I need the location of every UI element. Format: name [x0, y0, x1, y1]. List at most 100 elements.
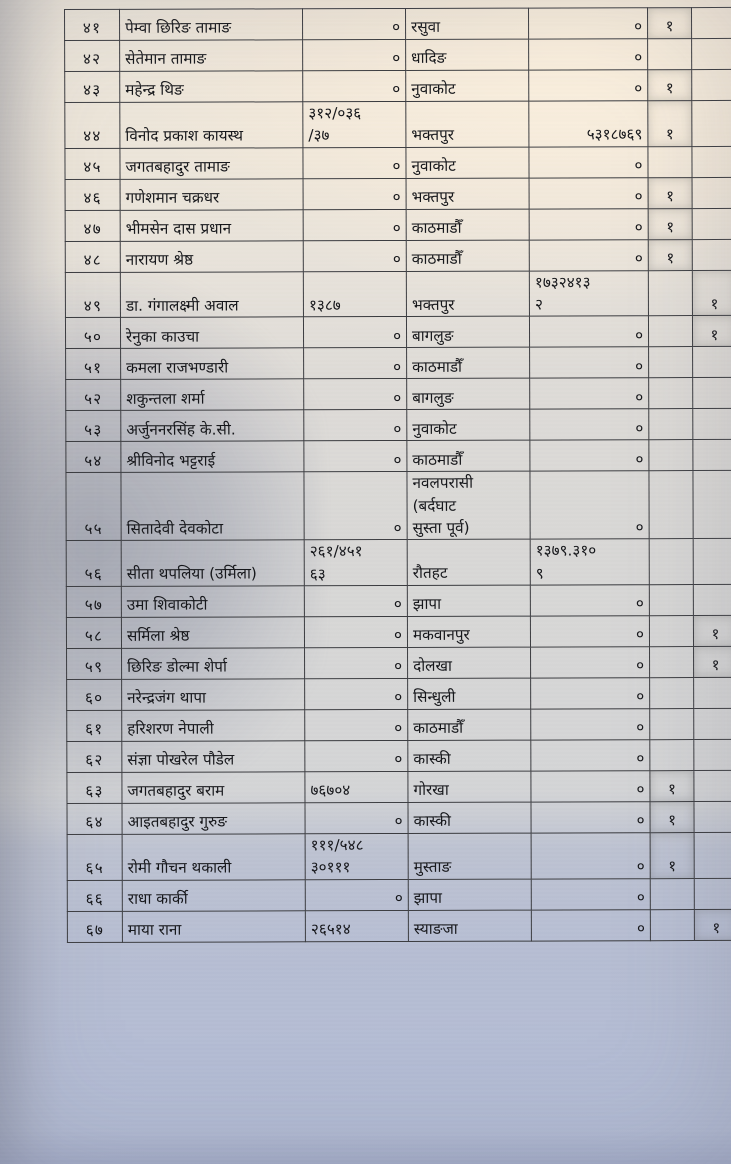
cell-tally-1	[648, 408, 693, 441]
cell-amount-secondary: ०	[528, 38, 648, 71]
table-row: ५५ सितादेवी देवकोटा ० नवलपरासी (बर्दघाट सुस्त…	[65, 470, 731, 541]
cell-amount-primary: ३१२/०३६/३७	[302, 101, 406, 148]
cell-tally-2: १	[694, 909, 731, 941]
cell-tally-1: १	[647, 7, 692, 39]
cell-serial-number: ६४	[66, 803, 123, 835]
cell-person-name: भीमसेन दास प्रधान	[120, 209, 304, 242]
cell-person-name: महेन्द्र थिङ	[119, 70, 303, 103]
table-row: ६७ माया राना २६५१४ स्याङजा ० १	[67, 909, 731, 943]
cell-amount-secondary: ०	[529, 316, 649, 348]
cell-amount-primary: ०	[304, 647, 408, 679]
cell-amount-primary: ७६७०४	[304, 771, 408, 803]
cell-person-name: गणेशमान चक्रधर	[120, 178, 304, 211]
cell-serial-number: ४४	[64, 102, 120, 149]
cell-person-name: छिरिङ डोल्मा शेर्पा	[121, 647, 305, 680]
cell-amount-secondary: ०	[528, 69, 648, 102]
cell-amount-secondary: ०	[528, 146, 649, 178]
table-row: ५१ कमला राजभण्डारी ० काठमाडौँ ०	[65, 346, 731, 380]
cell-district: मुस्ताङ	[408, 833, 532, 880]
table-row: ६३ जगतबहादुर बराम ७६७०४ गोरखा ० १	[66, 770, 731, 804]
cell-amount-primary: ०	[303, 178, 407, 210]
cell-district: बागलुङ	[406, 316, 530, 348]
cell-district: नुवाकोट	[406, 409, 530, 441]
cell-amount-primary: ०	[303, 209, 407, 241]
cell-tally-1: १	[648, 208, 693, 240]
cell-person-name: हरिशरण नेपाली	[121, 709, 305, 742]
register-table-body: ४१ पेम्वा छिरिङ तामाङ ० रसुवा ० १ ४२ सेतेमान ता…	[64, 7, 731, 943]
cell-amount-primary: ०	[302, 39, 406, 71]
table-row: ४७ भीमसेन दास प्रधान ० काठमाडौँ ० १	[65, 208, 731, 242]
cell-amount-secondary: ५३१८७६९	[528, 100, 648, 147]
cell-district: गोरखा	[407, 771, 531, 803]
cell-tally-1	[647, 146, 693, 178]
cell-amount-secondary: ०	[529, 347, 649, 379]
cell-tally-2	[692, 208, 731, 240]
cell-amount-secondary: ०	[530, 739, 650, 772]
cell-serial-number: ४५	[64, 148, 121, 180]
cell-person-name: रोमी गौचन थकाली	[122, 833, 306, 880]
cell-tally-2	[693, 677, 731, 709]
cell-amount-primary: ०	[304, 802, 409, 834]
cell-tally-1: १	[648, 239, 693, 271]
table-row: ६५ रोमी गौचन थकाली १११/५४८ ३०१११ मुस्ताङ ० १	[67, 832, 731, 881]
table-row: ४२ सेतेमान तामाङ ० धादिङ ०	[64, 38, 731, 72]
cell-serial-number: ५६	[66, 540, 122, 587]
table-row: ६० नरेन्द्रजंग थापा ० सिन्धुली ०	[66, 677, 731, 711]
cell-district: काठमाडौँ	[406, 440, 530, 472]
cell-serial-number: ५७	[66, 586, 122, 618]
cell-serial-number: ४६	[65, 179, 121, 211]
table-row: ५७ उमा शिवाकोटी ० झापा ०	[66, 584, 731, 618]
cell-district: रौतहट	[407, 539, 531, 586]
cell-person-name: माया राना	[122, 910, 306, 942]
table-row: ४९ डा. गंगालक्ष्मी अवाल १३८७ भक्तपुर १७३२४१३…	[65, 270, 731, 318]
cell-person-name: उमा शिवाकोटी	[121, 585, 305, 618]
cell-amount-primary: ०	[302, 70, 406, 102]
cell-tally-1: १	[649, 770, 694, 802]
cell-amount-primary: ०	[304, 678, 408, 710]
cell-amount-secondary: ०	[529, 471, 650, 540]
cell-tally-2	[691, 69, 731, 101]
cell-tally-2	[694, 832, 731, 879]
cell-tally-1	[649, 538, 694, 585]
cell-serial-number: ६६	[67, 879, 123, 912]
cell-tally-2	[694, 878, 731, 910]
cell-tally-2	[692, 239, 731, 271]
cell-person-name: डा. गंगालक्ष्मी अवाल	[120, 271, 304, 318]
cell-amount-primary: ०	[303, 409, 407, 442]
cell-person-name: आइतबहादुर गुरुङ	[121, 802, 306, 835]
cell-serial-number: ५०	[65, 317, 121, 349]
cell-tally-2	[692, 439, 731, 471]
cell-amount-secondary: ०	[529, 440, 649, 472]
cell-tally-2	[692, 470, 731, 539]
cell-tally-1: १	[647, 100, 692, 147]
cell-district: भक्तपुर	[405, 101, 529, 148]
cell-district: रसुवा	[405, 8, 529, 40]
cell-serial-number: ४९	[65, 272, 121, 318]
cell-amount-secondary: ०	[529, 208, 649, 240]
cell-amount-primary: ०	[303, 471, 408, 541]
table-row: ६४ आइतबहादुर गुरुङ ० कास्की ० १	[66, 801, 731, 835]
cell-serial-number: ४२	[64, 40, 120, 72]
cell-district: नवलपरासी (बर्दघाट सुस्ता पूर्व)	[406, 471, 531, 540]
cell-tally-1: १	[650, 832, 695, 879]
cell-district: दोलखा	[407, 647, 531, 679]
cell-amount-secondary: ०	[530, 615, 650, 648]
cell-tally-2	[692, 408, 731, 440]
cell-tally-2	[691, 100, 731, 147]
cell-tally-2: १	[692, 315, 731, 347]
cell-tally-1	[649, 584, 694, 616]
cell-serial-number: ५९	[66, 648, 122, 680]
cell-tally-1	[648, 439, 693, 472]
table-row: ४३ महेन्द्र थिङ ० नुवाकोट ० १	[64, 69, 731, 103]
cell-tally-2	[693, 538, 731, 585]
cell-amount-primary: ०	[302, 147, 407, 179]
cell-district: बागलुङ	[406, 378, 530, 410]
cell-amount-primary: ०	[304, 585, 408, 617]
cell-person-name: पेम्वा छिरिङ तामाङ	[119, 8, 303, 41]
cell-amount-primary: २६५१४	[305, 910, 409, 942]
cell-amount-secondary: ०	[530, 677, 650, 710]
cell-district: भक्तपुर	[406, 270, 530, 317]
cell-tally-2	[693, 770, 731, 802]
cell-amount-primary: ०	[303, 316, 407, 349]
cell-serial-number: ५१	[65, 348, 121, 380]
